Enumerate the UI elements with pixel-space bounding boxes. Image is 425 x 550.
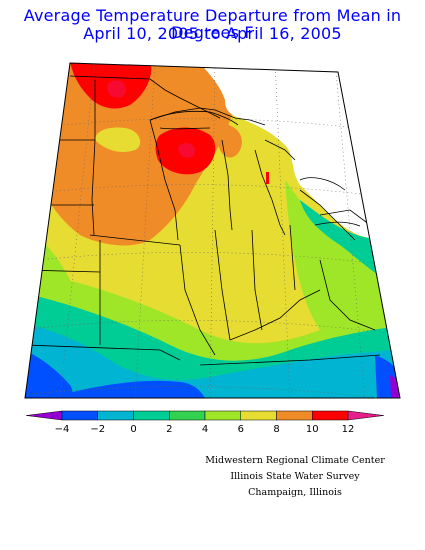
legend-tick-label: 6 [237, 424, 244, 435]
legend-tick-label: 4 [201, 424, 209, 435]
legend-swatch [276, 410, 313, 421]
legend-tick-label: 2 [166, 424, 173, 435]
legend-tick-label: 0 [130, 424, 137, 435]
credit-line-3: Champaign, Illinois [248, 487, 342, 498]
legend-tick-label: −4 [54, 424, 70, 435]
legend-tick-label: 12 [341, 424, 355, 435]
legend-tick-label: 10 [305, 424, 319, 435]
legend-arrow-high [347, 410, 384, 421]
legend-swatch [204, 410, 241, 421]
legend-swatch [169, 410, 206, 421]
great-lakes [149, 110, 361, 227]
legend-tick-label: −2 [90, 424, 106, 435]
credit-line-2: Illinois State Water Survey [230, 471, 360, 482]
legend-tick-label: 8 [273, 424, 280, 435]
graticule [25, 63, 400, 398]
legend-swatch [97, 410, 134, 421]
legend-arrow-low [26, 410, 63, 421]
color-legend [26, 410, 384, 421]
map-border [24, 62, 401, 399]
legend-swatch [133, 410, 170, 421]
legend-swatch [312, 410, 349, 421]
legend-swatch [240, 410, 277, 421]
credit-line-1: Midwestern Regional Climate Center [205, 455, 385, 466]
state-boundaries [25, 75, 381, 366]
map-date-range: April 10, 2005 to April 16, 2005 [83, 24, 342, 43]
legend-swatch [61, 410, 98, 421]
map-title: Average Temperature Departure from Mean … [23, 6, 402, 42]
